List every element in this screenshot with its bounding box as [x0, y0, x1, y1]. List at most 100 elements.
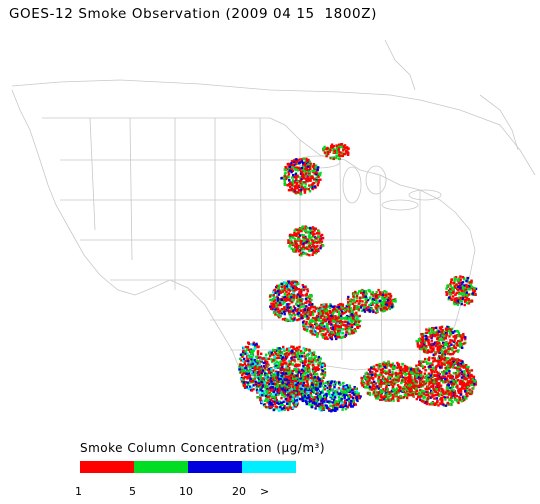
smoke-pixel	[278, 387, 281, 390]
smoke-pixel	[285, 378, 288, 381]
smoke-pixel	[443, 341, 446, 344]
smoke-pixel	[291, 179, 295, 182]
smoke-pixel	[295, 297, 299, 300]
smoke-pixel	[419, 384, 422, 388]
smoke-pixel	[310, 381, 314, 384]
smoke-pixel	[293, 307, 297, 310]
smoke-pixel	[348, 303, 352, 306]
smoke-pixel	[292, 374, 296, 377]
smoke-pixel	[321, 402, 324, 405]
smoke-pixel	[410, 376, 413, 379]
smoke-pixel	[286, 375, 290, 379]
smoke-pixel	[467, 391, 470, 395]
smoke-pixel	[323, 406, 326, 409]
smoke-pixel	[456, 375, 459, 379]
smoke-pixel	[441, 357, 444, 360]
smoke-pixel	[258, 384, 261, 387]
smoke-pixel	[332, 391, 335, 394]
smoke-pixel	[458, 339, 462, 342]
smoke-pixel	[429, 377, 433, 381]
smoke-pixel	[468, 384, 471, 387]
smoke-pixel	[275, 405, 279, 409]
smoke-pixel	[389, 380, 392, 383]
smoke-pixel	[385, 297, 388, 300]
smoke-pixel	[288, 397, 292, 401]
smoke-pixel	[464, 390, 467, 393]
smoke-pixel	[292, 312, 295, 315]
smoke-pixel	[310, 228, 313, 231]
smoke-pixel	[355, 305, 358, 308]
smoke-pixel	[352, 403, 356, 407]
smoke-pixel	[345, 316, 348, 319]
smoke-pixel	[401, 389, 404, 392]
smoke-pixel	[336, 391, 339, 394]
smoke-pixel	[415, 364, 418, 367]
smoke-pixel	[427, 387, 431, 390]
smoke-pixel	[447, 384, 450, 387]
smoke-pixel	[313, 247, 316, 250]
smoke-pixel	[454, 385, 458, 389]
smoke-pixel	[375, 385, 379, 388]
smoke-pixel	[460, 387, 463, 390]
smoke-pixel	[350, 329, 354, 332]
smoke-pixel	[287, 407, 290, 410]
smoke-pixel	[294, 245, 297, 248]
smoke-pixel	[305, 400, 308, 403]
smoke-pixel	[455, 382, 458, 385]
smoke-pixel	[370, 307, 374, 310]
smoke-pixel	[298, 355, 301, 358]
smoke-pixel	[378, 376, 381, 379]
smoke-pixel	[347, 305, 351, 308]
smoke-pixel	[285, 296, 289, 299]
smoke-pixel	[292, 347, 295, 350]
smoke-pixel	[403, 370, 406, 373]
smoke-pixel	[289, 363, 292, 366]
smoke-pixel	[310, 357, 313, 361]
smoke-pixel	[317, 166, 320, 169]
smoke-pixel	[398, 369, 401, 372]
smoke-pixel	[328, 393, 331, 396]
smoke-pixel	[280, 385, 283, 388]
smoke-pixel	[301, 173, 304, 176]
smoke-pixel	[315, 316, 318, 319]
smoke-pixel	[368, 290, 372, 293]
smoke-pixel	[335, 316, 338, 319]
smoke-pixel	[279, 298, 282, 301]
smoke-pixel	[328, 409, 331, 412]
smoke-pixel	[302, 387, 305, 390]
smoke-pixel	[293, 190, 297, 193]
smoke-pixel	[290, 357, 293, 360]
smoke-pixel	[460, 400, 463, 403]
smoke-pixel	[314, 373, 317, 376]
smoke-pixel	[280, 357, 284, 361]
smoke-pixel	[383, 381, 386, 385]
smoke-pixel	[307, 158, 310, 162]
smoke-pixel	[368, 374, 372, 378]
smoke-pixel	[394, 388, 398, 392]
smoke-pixel	[444, 381, 447, 384]
smoke-pixel	[380, 301, 383, 305]
smoke-pixel	[287, 183, 290, 187]
smoke-pixel	[272, 369, 275, 372]
smoke-pixel	[300, 395, 304, 398]
smoke-pixel	[349, 299, 352, 302]
smoke-pixel	[284, 387, 287, 390]
smoke-pixel	[451, 385, 454, 388]
smoke-pixel	[440, 363, 444, 366]
smoke-pixel	[274, 387, 277, 391]
smoke-pixel	[300, 158, 304, 161]
smoke-pixel	[300, 379, 304, 382]
smoke-pixel	[292, 160, 296, 164]
smoke-pixel	[417, 376, 420, 379]
smoke-pixel	[295, 158, 298, 161]
smoke-pixel	[288, 169, 291, 172]
smoke-pixel	[333, 383, 337, 386]
smoke-pixel	[316, 309, 320, 312]
smoke-pixel	[295, 346, 299, 349]
smoke-pixel	[260, 392, 263, 395]
smoke-pixel	[276, 373, 280, 376]
smoke-pixel	[341, 154, 344, 158]
smoke-pixel	[419, 345, 422, 348]
smoke-pixel	[274, 376, 278, 379]
smoke-pixel	[263, 391, 266, 395]
